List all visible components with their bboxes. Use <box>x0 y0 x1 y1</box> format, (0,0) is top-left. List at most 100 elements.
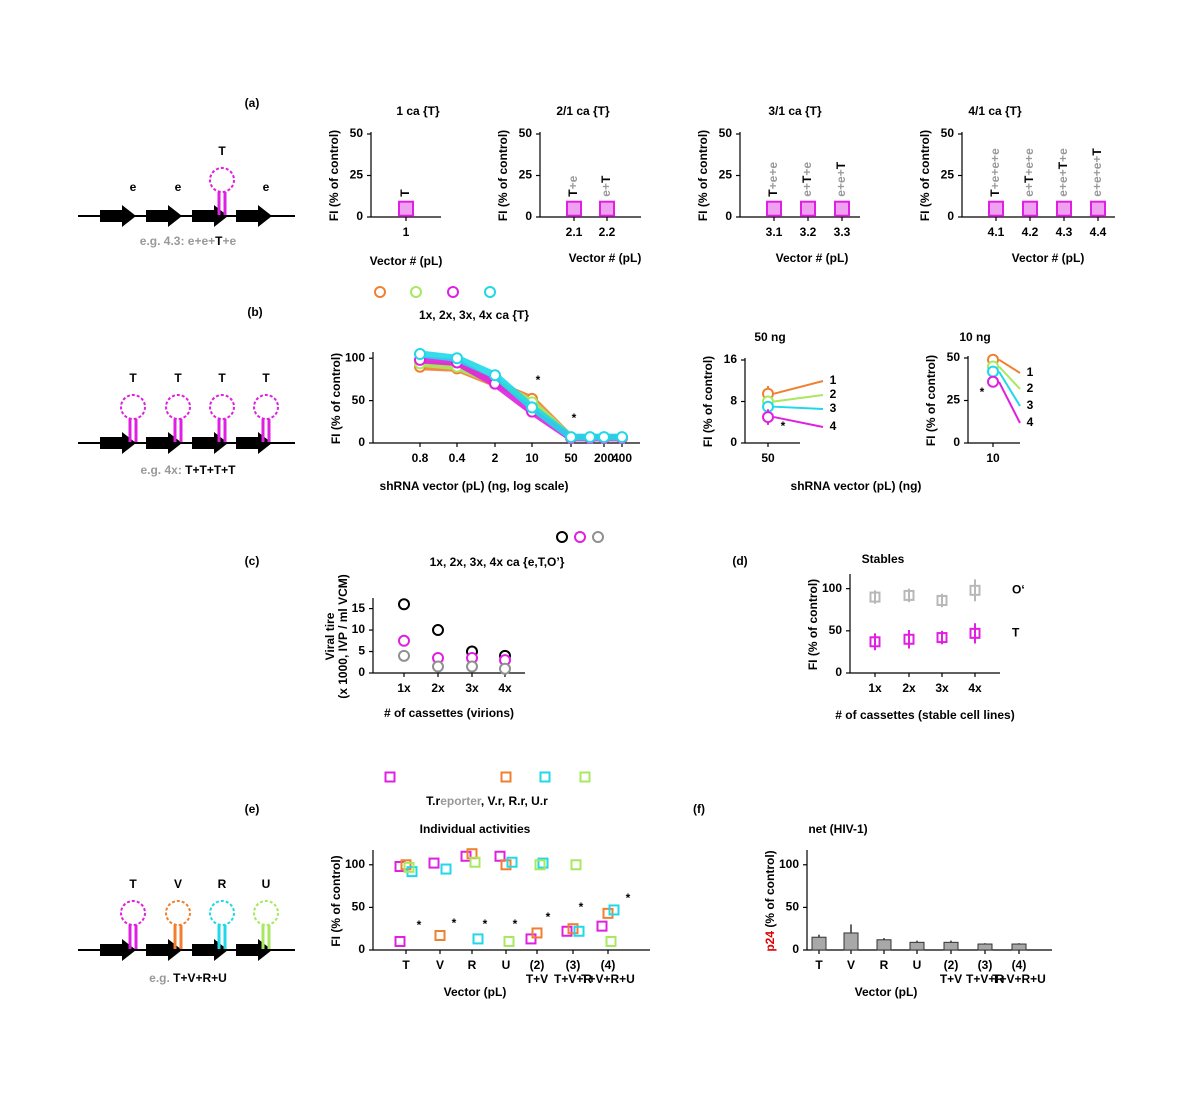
diagram-caption-part: e.g. 4.3: <box>140 234 185 248</box>
x-tick-label: 2x <box>431 681 445 695</box>
x-axis-label: shRNA vector (pL) (ng, log scale) <box>380 479 569 493</box>
y-axis-label: FI (% of control) <box>696 130 710 221</box>
point-label-char: e <box>1056 148 1070 155</box>
y-tick-label: 50 <box>947 350 961 364</box>
data-point <box>525 933 537 945</box>
chart-title: 1x, 2x, 3x, 4x ca {e,T,O’} <box>430 555 565 569</box>
promoter-arrow <box>100 432 136 454</box>
legend-label: 1 <box>830 373 837 387</box>
bar <box>943 941 959 951</box>
data-point <box>403 861 415 873</box>
annotation: * <box>572 411 577 425</box>
data-point <box>398 649 410 662</box>
legend-label: 3 <box>1027 398 1034 412</box>
cassette-letter: T <box>218 144 226 158</box>
data-point <box>394 935 406 947</box>
x-tick-label: 4.4 <box>1090 225 1107 239</box>
promoter-arrow <box>236 432 272 454</box>
y-axis-label: FI (% of control) <box>924 355 938 446</box>
data-point <box>596 920 608 932</box>
point-label-char: T <box>988 189 1002 197</box>
y-tick-label: 100 <box>345 857 365 871</box>
point-label-char: + <box>566 182 580 189</box>
y-tick-label: 0 <box>947 209 954 223</box>
legend-marker <box>556 531 568 543</box>
data-point <box>1056 200 1072 217</box>
x-tick-label: U <box>502 958 511 972</box>
y-tick-label: 50 <box>719 126 733 140</box>
chart-title: Individual activities <box>420 822 531 836</box>
data-point <box>936 632 948 644</box>
x-tick-label: 1x <box>868 681 882 695</box>
legend-line <box>773 416 824 428</box>
data-point <box>537 857 549 869</box>
legend-label: 2 <box>1027 381 1034 395</box>
data-point <box>602 907 614 919</box>
x-tick-label: 400 <box>612 451 632 465</box>
y-tick-label: 100 <box>779 857 799 871</box>
data-point <box>506 856 518 868</box>
chart-title: net (HIV-1) <box>808 822 867 836</box>
y-tick-label: 5 <box>358 644 365 658</box>
x-axis-label: shRNA vector (pL) (ng) <box>791 479 922 493</box>
data-point <box>605 935 617 947</box>
y-axis-label: FI (% of control) <box>701 356 715 447</box>
data-point <box>472 933 484 945</box>
point-label-char: e <box>1022 162 1036 169</box>
y-axis-label-part: p24 <box>763 931 777 952</box>
y-axis-label: FI (% of control) <box>329 353 343 444</box>
diagram-caption-part: e+e+ <box>184 234 215 248</box>
bar <box>811 936 827 951</box>
promoter-arrow <box>146 205 182 227</box>
hairpin-loop <box>209 167 235 193</box>
data-point <box>500 859 512 871</box>
point-label-char: e <box>1022 148 1036 155</box>
point-label-char: + <box>1022 169 1036 176</box>
point-label-char: + <box>1090 169 1104 176</box>
legend-marker <box>539 771 551 783</box>
diagram-caption-part: T+V+R+U <box>170 971 227 985</box>
y-tick-label: 0 <box>358 942 365 956</box>
data-point <box>988 200 1004 217</box>
y-axis-label: FI (% of control) <box>327 130 341 221</box>
y-tick-label: 50 <box>941 126 955 140</box>
x-tick-label: 0.8 <box>412 451 429 465</box>
x-tick-sublabel: T+V+R <box>966 972 1004 986</box>
chart-title: 4/1 ca {T} <box>968 104 1022 118</box>
legend-line <box>998 371 1021 407</box>
bar <box>977 943 993 951</box>
data-point <box>534 859 546 871</box>
x-tick-label: R <box>880 958 889 972</box>
data-point <box>987 375 999 388</box>
legend-line <box>773 394 824 403</box>
legend-marker <box>374 286 386 298</box>
data-point <box>869 591 881 603</box>
x-axis-label: Vector # (pL) <box>370 254 443 268</box>
hairpin-loop <box>120 900 146 926</box>
cassette-diagram <box>78 900 295 961</box>
point-label-char: T <box>398 189 412 197</box>
chart-title: 1 ca {T} <box>396 104 440 118</box>
data-point <box>414 348 426 360</box>
chart-subtitle-part: eporter <box>440 794 482 808</box>
point-label-char: e <box>566 175 580 182</box>
cassette-letter: T <box>174 371 182 385</box>
point-label-char: T <box>1056 161 1070 169</box>
point-label-char: + <box>1056 183 1070 190</box>
x-tick-label: (3) <box>978 958 993 972</box>
panel-label: (c) <box>245 554 260 568</box>
data-point <box>936 594 948 606</box>
point-label-char: + <box>1090 183 1104 190</box>
promoter-arrow <box>192 939 228 961</box>
data-point <box>869 636 881 648</box>
point-label-char: e <box>800 162 814 169</box>
legend-marker <box>500 771 512 783</box>
legend-marker <box>592 531 604 543</box>
x-axis-label: # of cassettes (stable cell lines) <box>835 708 1014 722</box>
annotation: * <box>781 419 786 433</box>
hairpin-loop <box>209 394 235 420</box>
cassette-letter: T <box>262 371 270 385</box>
point-label-char: e <box>1090 162 1104 169</box>
panel-label: (d) <box>732 554 747 568</box>
point-label-char: T <box>1090 148 1104 156</box>
